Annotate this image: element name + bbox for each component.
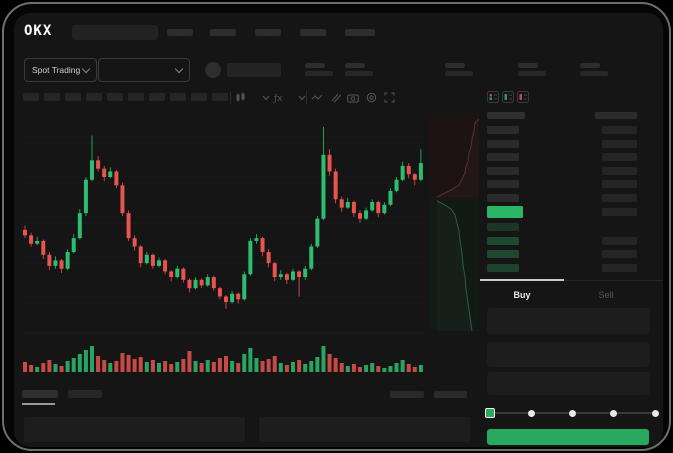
search-input[interactable] xyxy=(72,25,158,40)
app-window: OKX Spot Trading ƒx xyxy=(14,13,663,447)
orderbook-bid-amount[interactable] xyxy=(602,236,637,245)
draw-tool-icon[interactable] xyxy=(328,91,342,104)
timeframe-button[interactable] xyxy=(212,93,228,101)
orderbook-ask-amount[interactable] xyxy=(602,166,637,175)
okx-logo[interactable]: OKX xyxy=(24,23,53,39)
tab-buy[interactable]: Buy xyxy=(513,290,531,300)
orderbook-ask-price[interactable] xyxy=(487,180,519,188)
buy-submit-button[interactable] xyxy=(487,429,649,445)
book-all-icon[interactable] xyxy=(487,91,499,103)
nav-item-3[interactable] xyxy=(255,29,281,36)
book-bids-icon[interactable] xyxy=(502,91,514,103)
orderbook-bid-amount[interactable] xyxy=(602,263,637,272)
nav-item-5[interactable] xyxy=(345,29,375,36)
amount-slider[interactable] xyxy=(485,403,662,423)
bottom-tab-2[interactable] xyxy=(68,390,102,398)
slider-stop[interactable] xyxy=(527,410,535,417)
caret-down-icon[interactable] xyxy=(259,91,273,104)
timeframe-button[interactable] xyxy=(107,93,123,101)
slider-handle[interactable] xyxy=(485,408,495,418)
orderbook-bid-price[interactable] xyxy=(487,236,519,245)
orderbook-ask-price[interactable] xyxy=(487,153,519,161)
tab-divider xyxy=(480,280,663,281)
timeframe-button[interactable] xyxy=(128,93,144,101)
orderbook-bid-amount[interactable] xyxy=(602,250,637,258)
active-tab-underline xyxy=(480,279,564,281)
market-type-select[interactable]: Spot Trading xyxy=(24,58,97,82)
orderbook-ask-amount[interactable] xyxy=(602,126,637,134)
orderbook-header-left[interactable] xyxy=(487,112,525,119)
tab-sell[interactable]: Sell xyxy=(598,290,614,300)
depth-chart[interactable] xyxy=(429,113,479,331)
svg-text:ƒx: ƒx xyxy=(273,94,283,103)
orderbook-ask-price[interactable] xyxy=(487,193,519,202)
volume-chart[interactable] xyxy=(22,341,424,373)
timeframe-button[interactable] xyxy=(65,93,81,101)
orderbook-last-price[interactable] xyxy=(487,206,523,218)
bottom-tab-1[interactable] xyxy=(22,390,58,398)
coin-icon[interactable] xyxy=(205,62,221,78)
line-tool-icon[interactable] xyxy=(310,91,324,104)
orderbook-ask-amount[interactable] xyxy=(602,193,637,202)
timeframe-button[interactable] xyxy=(149,93,165,101)
amount-field[interactable] xyxy=(487,342,650,367)
timeframe-button[interactable] xyxy=(191,93,207,101)
timeframe-button[interactable] xyxy=(170,93,186,101)
orderbook-bid-price[interactable] xyxy=(487,223,519,231)
timeframe-button[interactable] xyxy=(86,93,102,101)
slider-stop[interactable] xyxy=(651,410,659,417)
bottom-input-left[interactable] xyxy=(24,417,245,442)
symbol-select[interactable] xyxy=(98,58,190,82)
orderbook xyxy=(487,112,637,278)
pair-name-slot[interactable] xyxy=(227,63,281,77)
orderbook-ask-price[interactable] xyxy=(487,126,519,134)
orderbook-ask-amount[interactable] xyxy=(602,180,637,188)
market-type-label: Spot Trading xyxy=(32,65,81,75)
orderbook-ask-price[interactable] xyxy=(487,139,519,148)
book-asks-icon[interactable] xyxy=(517,91,529,103)
candlestick-chart[interactable] xyxy=(22,113,424,339)
indicators-icon[interactable]: ƒx xyxy=(272,91,290,104)
total-field[interactable] xyxy=(487,372,650,395)
bottom-tab-underline xyxy=(22,403,55,405)
caret-down-icon xyxy=(81,64,91,73)
caret-down-icon[interactable] xyxy=(295,91,309,104)
fullscreen-icon[interactable] xyxy=(382,91,396,104)
bottom-input-right[interactable] xyxy=(259,417,470,442)
nav-item-4[interactable] xyxy=(300,29,326,36)
interval-candles-icon[interactable] xyxy=(234,91,248,104)
orderbook-amount[interactable] xyxy=(602,208,637,216)
caret-down-icon xyxy=(174,64,184,73)
nav-item-2[interactable] xyxy=(210,29,236,36)
bottom-action-2[interactable] xyxy=(434,391,467,398)
orderbook-header-right[interactable] xyxy=(595,112,637,119)
timeframe-button[interactable] xyxy=(23,93,39,101)
orderbook-ask-amount[interactable] xyxy=(602,139,637,148)
slider-stop[interactable] xyxy=(610,410,618,417)
price-field[interactable] xyxy=(487,308,650,334)
settings-gear-icon[interactable] xyxy=(364,91,378,104)
camera-icon[interactable] xyxy=(346,91,360,104)
orderbook-bid-price[interactable] xyxy=(487,250,519,258)
timeframe-button[interactable] xyxy=(44,93,60,101)
orderbook-ask-amount[interactable] xyxy=(602,153,637,161)
slider-stop[interactable] xyxy=(569,410,576,417)
nav-item-1[interactable] xyxy=(167,29,193,36)
orderbook-ask-price[interactable] xyxy=(487,166,519,175)
orderbook-bid-price[interactable] xyxy=(487,263,519,272)
bottom-action-1[interactable] xyxy=(390,391,424,398)
